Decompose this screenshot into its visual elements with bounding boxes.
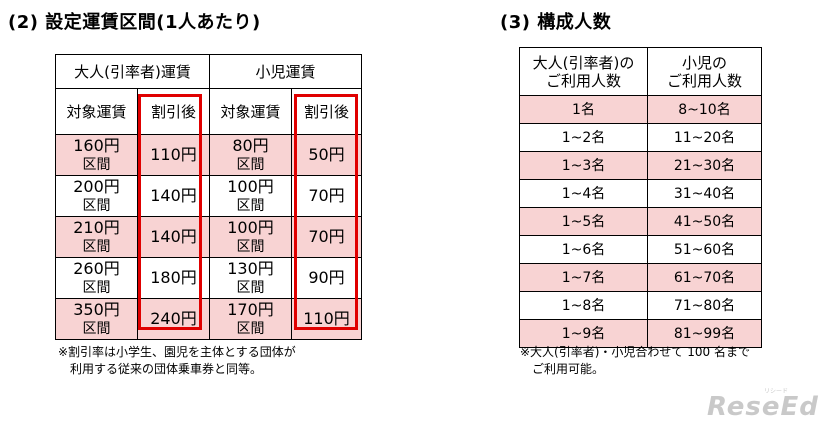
adult-count-cell: 1名: [519, 95, 648, 124]
adult-fare-cell: 160円 区間: [55, 134, 138, 176]
group-row: 1~3名 21~30名: [519, 151, 762, 180]
child-fare-cell: 130円 区間: [209, 257, 292, 299]
adult-discount-cell: 180円: [137, 257, 210, 299]
child-target-header: 対象運賃: [209, 88, 292, 135]
adult-discount-cell: 110円: [137, 134, 210, 176]
child-fare-cell: 170円 区間: [209, 298, 292, 340]
group-row: 1~8名 71~80名: [519, 291, 762, 320]
adult-fare-cell: 260円 区間: [55, 257, 138, 299]
watermark-subtext: リシード: [764, 388, 789, 395]
adult-count-cell: 1~5名: [519, 207, 648, 236]
child-count-cell: 61~70名: [647, 263, 762, 292]
group-row: 1~4名 31~40名: [519, 179, 762, 208]
fare-note-line2: 利用する従来の団体乗車券と同等。: [70, 362, 263, 376]
fare-row: 350円 区間 240円 170円 区間 110円: [55, 298, 363, 340]
group-row: 1名 8~10名: [519, 95, 762, 124]
adult-count-cell: 1~8名: [519, 291, 648, 320]
child-discount-cell: 70円: [290, 216, 363, 258]
fare-table: 大人(引率者)運賃 小児運賃 対象運賃 割引後 対象運賃 割引後 160円 区間 …: [55, 54, 363, 340]
fare-row: 160円 区間 110円 80円 区間 50円: [55, 134, 363, 176]
adult-fare-header: 大人(引率者)運賃: [55, 54, 210, 89]
adult-fare-cell: 350円 区間: [55, 298, 138, 340]
child-fare-cell: 80円 区間: [209, 134, 292, 176]
adult-discount-header: 割引後: [137, 88, 210, 135]
adult-count-header: 大人(引率者)の ご利用人数: [519, 47, 648, 96]
adult-count-cell: 1~6名: [519, 235, 648, 264]
adult-discount-cell: 140円: [137, 175, 210, 217]
adult-discount-cell: 140円: [137, 216, 210, 258]
adult-count-cell: 1~4名: [519, 179, 648, 208]
child-count-cell: 21~30名: [647, 151, 762, 180]
child-fare-header: 小児運賃: [208, 54, 363, 89]
group-row: 1~6名 51~60名: [519, 235, 762, 264]
group-size-table: 大人(引率者)の ご利用人数 小児の ご利用人数 1名 8~10名 1~2名 11~20…: [519, 47, 762, 348]
fare-row: 200円 区間 140円 100円 区間 70円: [55, 175, 363, 217]
adult-fare-cell: 200円 区間: [55, 175, 138, 217]
child-count-cell: 31~40名: [647, 179, 762, 208]
fare-note: ※割引率は小学生、園児を主体とする団体が 利用する従来の団体乗車券と同等。: [58, 344, 296, 378]
child-count-cell: 41~50名: [647, 207, 762, 236]
adult-count-cell: 1~9名: [519, 319, 648, 348]
child-discount-cell: 110円: [290, 298, 363, 340]
child-count-cell: 51~60名: [647, 235, 762, 264]
group-row: 1~2名 11~20名: [519, 123, 762, 152]
child-fare-cell: 100円 区間: [209, 175, 292, 217]
group-row: 1~7名 61~70名: [519, 263, 762, 292]
fare-section-title: (2) 設定運賃区間(1人あたり): [8, 12, 261, 33]
child-count-cell: 81~99名: [647, 319, 762, 348]
child-count-header: 小児の ご利用人数: [647, 47, 762, 96]
adult-count-cell: 1~7名: [519, 263, 648, 292]
adult-count-cell: 1~2名: [519, 123, 648, 152]
child-discount-cell: 90円: [290, 257, 363, 299]
fare-row: 260円 区間 180円 130円 区間 90円: [55, 257, 363, 299]
group-note: ※大人(引率者)・小児合わせて 100 名まで ご利用可能。: [520, 344, 750, 378]
adult-discount-cell: 240円: [137, 298, 210, 340]
fare-row: 210円 区間 140円 100円 区間 70円: [55, 216, 363, 258]
child-count-cell: 71~80名: [647, 291, 762, 320]
fare-note-line1: ※割引率は小学生、園児を主体とする団体が: [58, 345, 296, 359]
child-discount-cell: 70円: [290, 175, 363, 217]
group-note-line1: ※大人(引率者)・小児合わせて 100 名まで: [520, 345, 750, 359]
adult-fare-cell: 210円 区間: [55, 216, 138, 258]
child-count-cell: 8~10名: [647, 95, 762, 124]
group-row: 1~5名 41~50名: [519, 207, 762, 236]
group-section-title: (3) 構成人数: [500, 12, 612, 33]
child-fare-cell: 100円 区間: [209, 216, 292, 258]
adult-count-cell: 1~3名: [519, 151, 648, 180]
child-count-cell: 11~20名: [647, 123, 762, 152]
group-note-line2: ご利用可能。: [532, 362, 605, 376]
group-row: 1~9名 81~99名: [519, 319, 762, 348]
child-discount-cell: 50円: [290, 134, 363, 176]
child-discount-header: 割引後: [290, 88, 363, 135]
reseed-logo: ReseEd: [707, 392, 819, 422]
adult-target-header: 対象運賃: [55, 88, 138, 135]
